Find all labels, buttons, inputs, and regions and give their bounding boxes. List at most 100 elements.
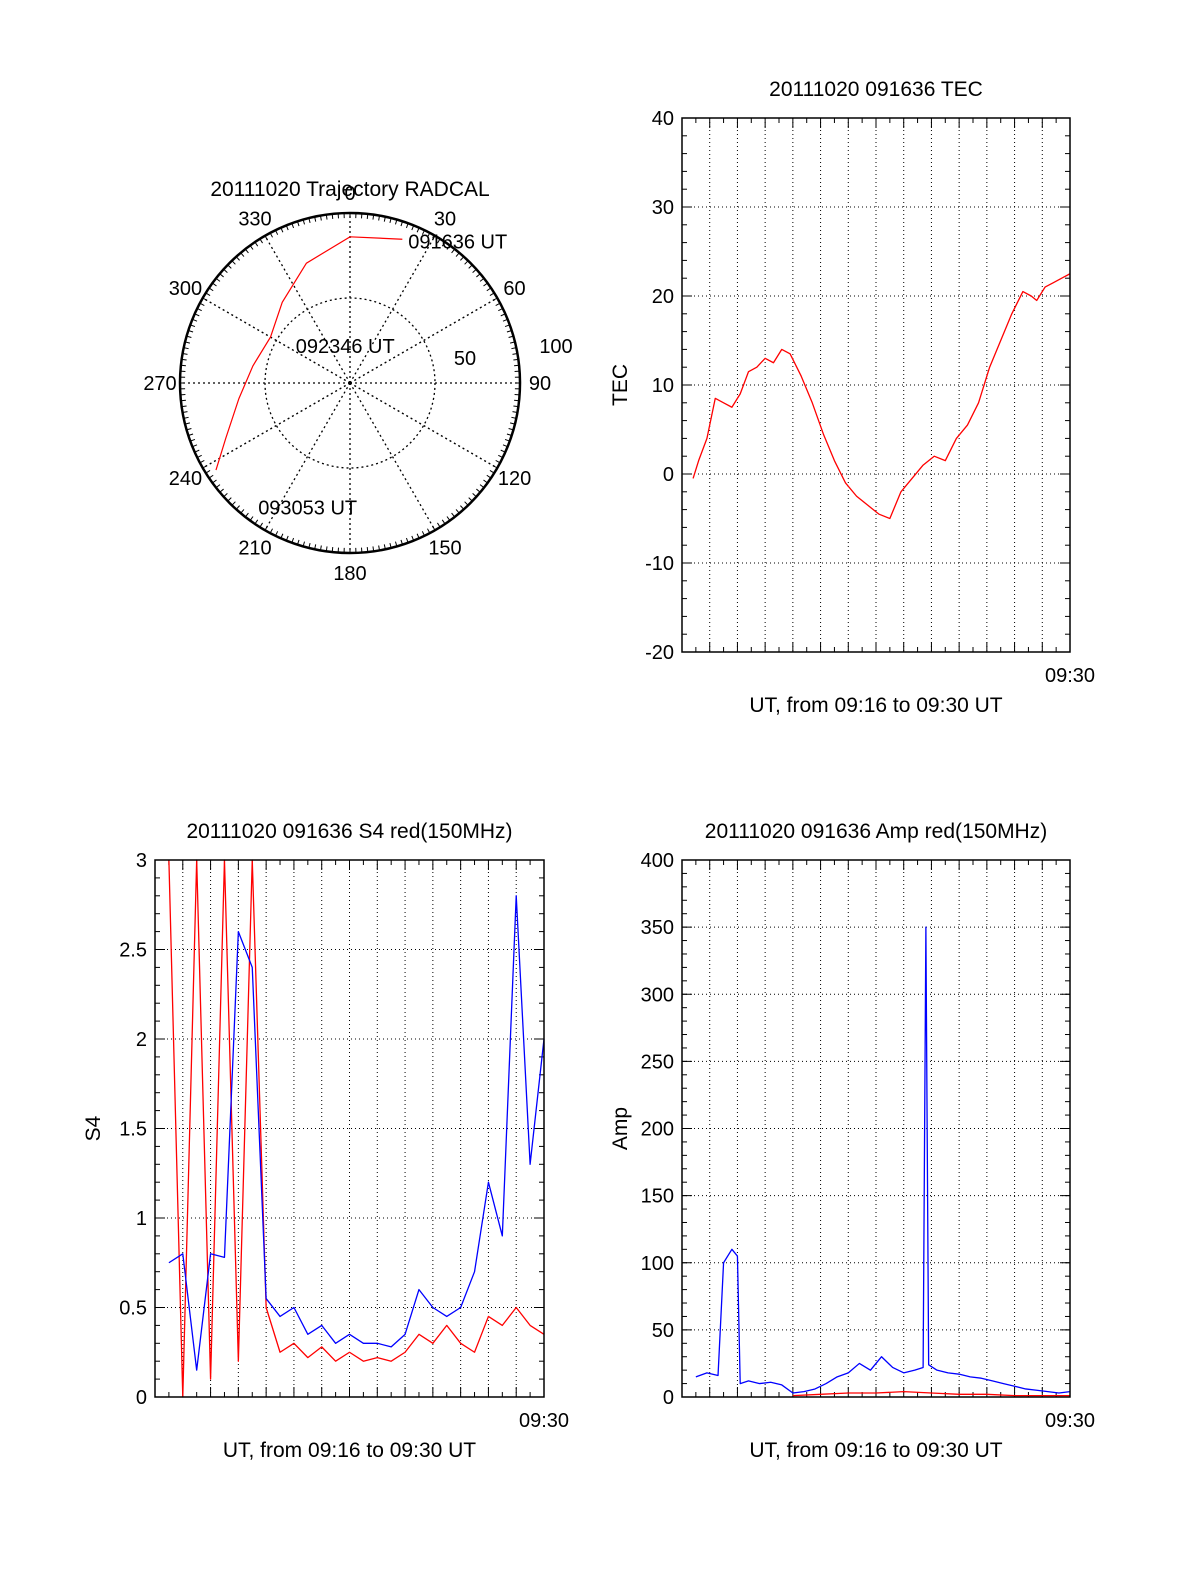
polar-tick [479,277,485,282]
polar-tick [502,318,508,322]
polar-tick [460,505,465,510]
polar-tick [194,313,200,317]
polar-tick [512,352,518,355]
polar-tick [219,273,224,278]
polar-tick [208,287,214,292]
polar-tick [476,273,481,278]
polar-tick [464,501,469,506]
polar-tick [506,433,512,437]
polar-tick [280,533,284,539]
polar-tick [421,531,425,537]
polar-tick [184,341,191,344]
polar-tick [269,528,273,534]
polar-azimuth-label: 180 [333,563,366,585]
s4-ytick-label: 0 [136,1387,147,1409]
polar-tick [183,347,189,350]
polar-spoke [349,297,498,384]
polar-tick [199,460,205,464]
s4-ytick-label: 2 [136,1029,147,1051]
polar-azimuth-label: 60 [503,278,525,300]
polar-tick [486,287,492,292]
polar-tick [366,547,369,553]
polar-tick [511,347,517,350]
polar-tick [468,264,473,269]
polar-tick [223,493,228,498]
polar-tick [389,542,392,549]
polar-spoke [202,297,351,384]
polar-tick [446,245,451,250]
polar-tick [508,427,514,431]
polar-tick [194,449,200,453]
polar-annotation: 093053 UT [258,498,357,520]
polar-tick [441,519,446,525]
polar-tick [314,216,317,222]
polar-tick [455,252,460,257]
polar-azimuth-label: 0 [344,183,355,205]
polar-tick [296,221,300,227]
polar-tick [212,479,217,484]
polar-spoke [264,235,351,384]
polar-tick [235,256,240,261]
polar-tick [451,248,456,254]
amp-ytick-label: 400 [641,850,674,872]
polar-spoke [349,382,498,469]
polar-tick [394,219,398,225]
s4-series-blue [168,895,545,1371]
polar-tick [500,449,506,453]
polar-tick [509,341,516,344]
polar-tick [437,522,441,528]
polar-tick [180,399,186,402]
amp-series-blue [695,926,1071,1394]
polar-tick [405,537,409,543]
polar-tick [460,256,465,261]
polar-tick [244,248,249,254]
polar-spoke [264,382,351,531]
polar-tick [269,232,273,238]
polar-tick [302,541,306,547]
polar-tick [285,225,289,231]
polar-tick [483,282,488,287]
polar-tick [275,229,279,235]
polar-tick [331,547,334,553]
polar-tick [285,535,289,541]
tec-ytick-label: 20 [652,286,674,308]
polar-tick [259,238,263,244]
polar-tick [314,544,317,550]
polar-tick [202,465,208,469]
s4-xtick-label: 09:30 [519,1410,569,1432]
polar-tick [514,364,520,367]
polar-tick [184,422,191,425]
amp-xtick-label: 09:30 [1045,1410,1095,1432]
polar-tick [227,264,232,269]
polar-spoke [202,382,351,469]
amp-ytick-label: 300 [641,984,674,1006]
polar-tick [199,302,205,306]
polar-tick [291,537,295,543]
polar-tick [319,215,322,221]
polar-tick [181,358,187,361]
s4-series-red [168,859,545,1398]
polar-tick [416,227,420,233]
polar-tick [489,292,495,296]
polar-tick [483,479,488,484]
polar-tick [264,235,268,241]
polar-tick [400,221,404,227]
polar-tick [205,292,211,296]
polar-tick [405,223,409,229]
polar-tick [492,465,498,469]
polar-tick [502,444,508,448]
tec-ytick-label: 40 [652,108,674,130]
polar-tick [182,411,188,414]
amp-series-red [792,1390,1070,1397]
amp-ytick-label: 250 [641,1051,674,1073]
polar-tick [411,225,415,231]
amp-ylabel: Amp [609,1107,632,1150]
polar-tick [188,433,194,437]
tec-chart: 20111020 091636 TEC -20 -10 0 10 20 30 40 09:30 U… [609,78,1095,717]
s4-ytick-label: 2.5 [119,940,147,962]
polar-tick [509,422,516,425]
polar-tick [196,308,202,312]
amp-ytick-label: 200 [641,1119,674,1141]
polar-tick [495,302,501,306]
